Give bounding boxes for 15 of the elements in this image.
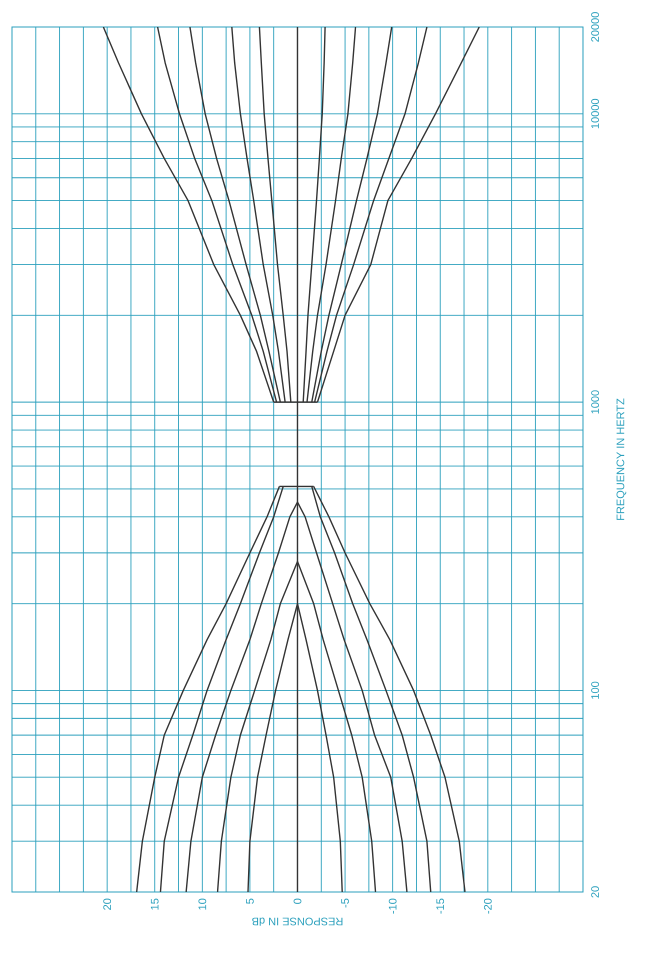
x-tick-label: 15	[150, 898, 159, 910]
x-tick-label: -10	[388, 898, 397, 914]
y-tick-label: 1000	[591, 390, 599, 414]
y-tick-label: 10000	[591, 98, 599, 128]
y-tick-label: 20000	[591, 12, 599, 42]
x-tick-label: -20	[484, 898, 492, 914]
x-tick-label: 5	[246, 898, 254, 904]
x-tick-label: 0	[294, 898, 302, 904]
x-tick-label: 10	[198, 898, 206, 910]
x-axis-title: RESPONSE IN dB	[252, 918, 342, 926]
y-tick-label: 100	[591, 682, 599, 699]
y-axis-title: FREQUENCY IN HERTZ	[616, 398, 626, 520]
x-tick-label: 20	[103, 898, 112, 910]
x-tick-label: -15	[436, 898, 444, 914]
x-tick-label: -5	[341, 898, 349, 908]
